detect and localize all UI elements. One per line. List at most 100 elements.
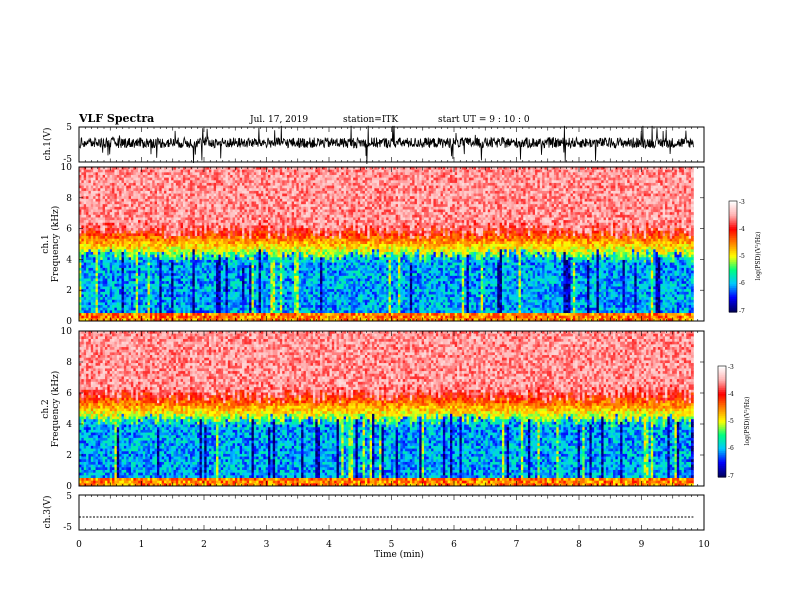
- spectrogram-cell: [218, 313, 222, 317]
- spectrogram-cell: [237, 214, 241, 218]
- spectrogram-cell: [234, 182, 238, 186]
- spectrogram-cell: [86, 299, 89, 303]
- spectrogram-cell: [175, 315, 179, 319]
- spectrogram-cell: [147, 214, 151, 218]
- spectrogram-cell: [112, 214, 115, 218]
- spectrogram-cell: [216, 209, 219, 213]
- spectrogram-cell: [178, 214, 182, 218]
- spectrogram-cell: [86, 244, 89, 248]
- spectrogram-cell: [147, 180, 151, 184]
- spectrogram-cell: [211, 281, 215, 285]
- spectrogram-cell: [95, 291, 99, 295]
- spectrogram-cell: [161, 291, 165, 295]
- spectrogram-cell: [180, 315, 184, 319]
- spectrogram-cell: [140, 294, 144, 298]
- spectrogram-cell: [178, 204, 182, 208]
- spectrogram-cell: [109, 241, 113, 245]
- spectrogram-cell: [171, 198, 174, 202]
- spectrogram-cell: [164, 313, 167, 317]
- spectrogram-cell: [218, 233, 222, 237]
- spectrogram-cell: [121, 244, 125, 248]
- spectrogram-cell: [239, 286, 243, 290]
- spectrogram-cell: [100, 241, 104, 245]
- spectrogram-cell: [128, 281, 132, 285]
- spectrogram-cell: [140, 281, 144, 285]
- spectrogram-cell: [239, 270, 243, 274]
- spectrogram-cell: [86, 251, 89, 256]
- spectrogram-cell: [211, 241, 215, 245]
- spectrogram-cell: [79, 174, 82, 179]
- spectrogram-cell: [263, 177, 267, 181]
- spectrogram-cell: [156, 249, 160, 253]
- spectrogram-cell: [192, 233, 196, 237]
- spectrogram-cell: [168, 167, 172, 171]
- spectrogram-cell: [206, 222, 210, 226]
- spectrogram-cell: [130, 228, 134, 232]
- spectrogram-cell: [81, 307, 85, 311]
- spectrogram-cell: [86, 198, 89, 202]
- spectrogram-cell: [93, 310, 96, 314]
- spectrogram-cell: [263, 180, 267, 184]
- spectrogram-cell: [256, 188, 259, 192]
- spectrogram-cell: [272, 204, 276, 208]
- spectrogram-cell: [123, 214, 127, 218]
- spectrogram-cell: [249, 228, 252, 232]
- spectrogram-cell: [268, 313, 271, 317]
- spectrogram-cell: [86, 265, 89, 269]
- spectrogram-cell: [88, 305, 92, 309]
- spectrogram-cell: [208, 246, 212, 250]
- spectrogram-cell: [204, 225, 207, 229]
- spectrogram-cell: [192, 294, 196, 298]
- spectrogram-cell: [133, 230, 137, 234]
- spectrogram-cell: [268, 257, 271, 261]
- spectrogram-cell: [270, 185, 274, 189]
- spectrogram-cell: [227, 251, 231, 256]
- spectrogram-cell: [227, 214, 231, 218]
- spectrogram-cell: [168, 254, 172, 258]
- spectrogram-cell: [164, 267, 167, 271]
- spectrogram-cell: [180, 251, 184, 256]
- spectrogram-cell: [220, 230, 224, 234]
- spectrogram-cell: [168, 185, 172, 189]
- spectrogram-cell: [242, 174, 245, 179]
- spectrogram-cell: [173, 275, 177, 279]
- spectrogram-cell: [237, 167, 241, 171]
- spectrogram-cell: [206, 233, 210, 237]
- spectrogram-cell: [258, 220, 262, 224]
- spectrogram-cell: [218, 222, 222, 226]
- spectrogram-cell: [149, 265, 153, 269]
- spectrogram-cell: [133, 305, 137, 309]
- spectrogram-cell: [192, 259, 196, 263]
- spectrogram-cell: [249, 313, 252, 317]
- spectrogram-cell: [220, 318, 224, 322]
- spectrogram-cell: [199, 246, 203, 250]
- spectrogram-cell: [123, 318, 127, 322]
- spectrogram-cell: [149, 310, 153, 314]
- spectrogram-cell: [197, 230, 200, 234]
- spectrogram-cell: [81, 241, 85, 245]
- spectrogram-cell: [97, 262, 101, 266]
- spectrogram-cell: [253, 291, 257, 295]
- spectrogram-cell: [171, 217, 174, 221]
- spectrogram-cell: [173, 228, 177, 232]
- spectrogram-cell: [135, 291, 139, 295]
- spectrogram-cell: [138, 193, 141, 197]
- spectrogram-cell: [121, 217, 125, 221]
- spectrogram-cell: [119, 201, 122, 205]
- spectrogram-cell: [201, 305, 205, 309]
- spectrogram-cell: [93, 238, 96, 242]
- spectrogram-cell: [253, 283, 257, 287]
- spectrogram-cell: [142, 190, 146, 194]
- spectrogram-cell: [135, 249, 139, 253]
- spectrogram-cell: [173, 222, 177, 226]
- spectrogram-cell: [135, 259, 139, 263]
- spectrogram-cell: [168, 206, 172, 210]
- spectrogram-cell: [263, 267, 267, 271]
- spectrogram-cell: [242, 204, 245, 208]
- spectrogram-cell: [227, 180, 231, 184]
- spectrogram-cell: [79, 206, 82, 210]
- spectrogram-cell: [220, 257, 224, 261]
- spectrogram-cell: [230, 182, 233, 186]
- spectrogram-cell: [239, 185, 243, 189]
- spectrogram-cell: [270, 246, 274, 250]
